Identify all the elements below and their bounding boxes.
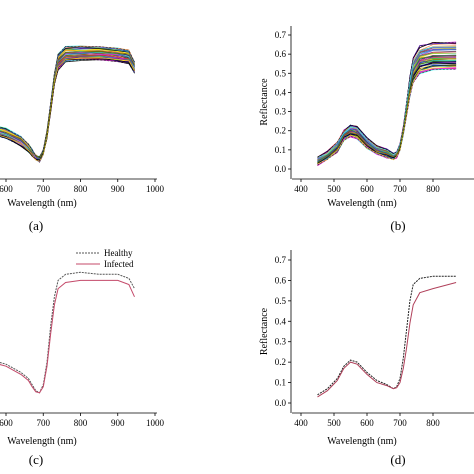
series-line	[317, 62, 457, 164]
y-tick-label: 0.2	[275, 126, 286, 136]
x-axis-title: Wavelength (nm)	[7, 436, 76, 447]
y-tick-label: 0.3	[275, 107, 287, 117]
y-tick-label: 0.4	[275, 316, 287, 326]
y-tick-label: 0.6	[275, 49, 287, 59]
series-bound-line	[317, 42, 457, 158]
series-line	[0, 58, 135, 163]
x-tick-label: 1000	[146, 184, 165, 194]
y-tick-label: 0.0	[275, 164, 287, 174]
y-tick-label: 0.1	[275, 145, 286, 155]
y-tick-label: 0.5	[275, 68, 287, 78]
series-group	[317, 275, 457, 398]
series-bound-line	[0, 59, 135, 162]
x-tick-label: 400	[294, 184, 308, 194]
series-line	[0, 57, 135, 163]
series-line	[0, 51, 135, 159]
y-tick-label: 0.5	[275, 296, 287, 306]
y-tick-label: 0.1	[275, 378, 286, 388]
panel-label: (b)	[390, 218, 405, 233]
x-axis-title: Wavelength (nm)	[327, 436, 396, 447]
y-tick-label: 0.2	[275, 357, 286, 367]
x-tick-label: 600	[360, 418, 374, 428]
x-tick-label: 500	[327, 418, 341, 428]
x-tick-label: 400	[294, 418, 308, 428]
x-axis-title: Wavelength (nm)	[327, 198, 396, 209]
y-tick-label: 0.3	[275, 337, 287, 347]
series-line	[0, 59, 135, 163]
series-line	[317, 46, 457, 158]
x-tick-label: 700	[37, 418, 51, 428]
series-line	[317, 58, 457, 163]
series-group	[0, 45, 135, 163]
series-line	[317, 66, 457, 165]
x-tick-label: 600	[0, 184, 13, 194]
panel-a: 600 700 800 900 1000 Wavelength (nm) (a)	[0, 45, 165, 233]
x-tick-label: 900	[111, 184, 125, 194]
panel-c: 600 700 800 900 1000 Wavelength (nm) (c) Health…	[0, 248, 165, 467]
legend-label: Infected	[104, 259, 134, 269]
panel-label: (a)	[29, 218, 43, 233]
x-tick-label: 800	[426, 418, 440, 428]
x-tick-label: 900	[111, 418, 125, 428]
y-tick-label: 0.7	[275, 30, 287, 40]
y-tick-label: 0.6	[275, 275, 287, 285]
x-tick-label: 700	[393, 184, 407, 194]
x-tick-label: 1000	[146, 418, 165, 428]
panel-label: (d)	[390, 452, 405, 467]
panel-d: 400 500 600 700 800 0.0 0.1 0.2 0.3 0.4 0.5 0.6 0.7 R…	[259, 250, 474, 467]
panel-b: 400 500 600 700 800 0.0 0.1 0.2 0.3 0.4 0.5 0.6 0.7 R…	[259, 26, 474, 233]
x-tick-label: 700	[393, 418, 407, 428]
x-tick-label: 700	[37, 184, 51, 194]
y-tick-label: 0.0	[275, 398, 287, 408]
y-tick-label: 0.7	[275, 255, 287, 265]
x-axis-title: Wavelength (nm)	[7, 198, 76, 209]
series-group	[0, 271, 135, 394]
series-line	[0, 56, 135, 161]
y-axis-title: Reflectance	[259, 307, 270, 355]
series-line	[317, 275, 457, 396]
series-line	[0, 57, 135, 163]
series-group	[317, 41, 457, 167]
x-tick-label: 800	[74, 418, 88, 428]
x-tick-label: 800	[426, 184, 440, 194]
y-axis-title: Reflectance	[259, 78, 270, 126]
series-bound-line	[0, 46, 135, 158]
legend-label: Healthy	[104, 248, 133, 258]
x-tick-label: 500	[327, 184, 341, 194]
series-line	[0, 279, 135, 394]
series-line	[0, 271, 135, 394]
x-tick-label: 800	[74, 184, 88, 194]
x-tick-label: 600	[0, 418, 13, 428]
y-tick-label: 0.4	[275, 87, 287, 97]
series-line	[317, 282, 457, 398]
x-tick-label: 600	[360, 184, 374, 194]
panel-label: (c)	[29, 452, 43, 467]
